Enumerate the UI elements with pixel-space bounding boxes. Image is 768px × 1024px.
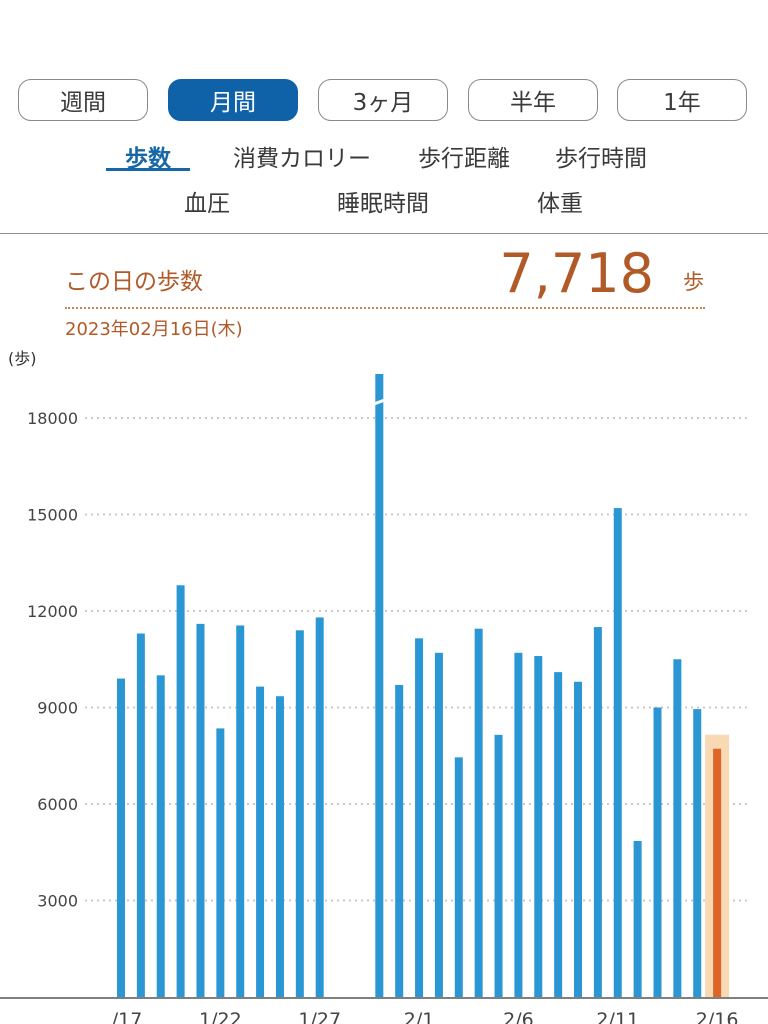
bar-1/20 bbox=[176, 585, 185, 997]
bar-2/11 bbox=[613, 508, 622, 997]
bar-2/2 bbox=[434, 652, 443, 997]
bar-2/1 bbox=[415, 638, 424, 997]
bar-2/7 bbox=[534, 656, 543, 997]
bar-2/16 bbox=[713, 748, 722, 997]
bar-2/13 bbox=[653, 707, 662, 997]
bar-1/27 bbox=[315, 617, 324, 997]
steps-bar-chart[interactable]: (歩) 3000 6000 9000 12000 15000 18000/17 1/22 1/2… bbox=[0, 340, 768, 1024]
bar-1/30 bbox=[375, 374, 384, 997]
x-tick-label: 2/11 bbox=[596, 1009, 639, 1024]
bar-2/3 bbox=[454, 757, 463, 997]
bar-2/4 bbox=[474, 628, 483, 997]
metric-tab-calories[interactable]: 消費カロリー bbox=[233, 146, 371, 172]
y-tick-label: 3000 bbox=[37, 892, 78, 911]
active-tab-indicator bbox=[106, 168, 190, 171]
bar-2/5 bbox=[494, 734, 503, 997]
bar-2/6 bbox=[514, 652, 523, 997]
bar-1/31 bbox=[395, 684, 404, 997]
y-tick-label: 6000 bbox=[37, 795, 78, 814]
bar-1/17 bbox=[117, 678, 125, 997]
y-tick-label: 15000 bbox=[27, 506, 78, 525]
bar-1/19 bbox=[156, 675, 165, 997]
x-tick-label: 2/16 bbox=[696, 1009, 739, 1024]
bar-1/23 bbox=[236, 625, 245, 997]
metric-tab-blood-pressure[interactable]: 血圧 bbox=[184, 191, 230, 217]
period-selector: 週間 月間 3ヶ月 半年 1年 bbox=[18, 79, 750, 125]
period-tab-week[interactable]: 週間 bbox=[18, 79, 148, 121]
bar-2/8 bbox=[554, 672, 563, 997]
y-tick-label: 12000 bbox=[27, 602, 78, 621]
y-tick-label: 9000 bbox=[37, 699, 78, 718]
x-tick-label: 2/1 bbox=[404, 1009, 435, 1024]
bar-2/10 bbox=[593, 627, 602, 997]
metric-tab-walk-distance[interactable]: 歩行距離 bbox=[418, 146, 510, 172]
period-tab-3-months[interactable]: 3ヶ月 bbox=[318, 79, 448, 121]
axis-break-mark bbox=[370, 397, 388, 407]
bar-2/9 bbox=[574, 681, 583, 997]
bar-2/14 bbox=[673, 659, 682, 997]
metric-tab-steps[interactable]: 歩数 bbox=[125, 146, 171, 172]
day-steps-value: 7,718 bbox=[499, 242, 654, 305]
x-tick-label: 1/27 bbox=[298, 1009, 341, 1024]
x-tick-label: 1/22 bbox=[199, 1009, 242, 1024]
bar-1/22 bbox=[216, 728, 225, 997]
x-tick-label: 2/6 bbox=[503, 1009, 534, 1024]
bar-2/12 bbox=[633, 840, 642, 997]
metric-tab-weight[interactable]: 体重 bbox=[537, 191, 583, 217]
x-tick-label: /17 bbox=[112, 1009, 143, 1024]
bar-1/26 bbox=[295, 630, 304, 997]
day-summary-label: この日の歩数 bbox=[65, 269, 203, 295]
y-tick-label: 18000 bbox=[27, 409, 78, 428]
bar-2/15 bbox=[693, 709, 702, 997]
period-tab-year[interactable]: 1年 bbox=[617, 79, 747, 121]
section-divider bbox=[0, 233, 768, 234]
day-steps-unit: 歩 bbox=[683, 270, 704, 294]
bar-1/25 bbox=[275, 696, 284, 997]
metric-tab-sleep-time[interactable]: 睡眠時間 bbox=[337, 191, 429, 217]
summary-dotted-line bbox=[65, 307, 705, 309]
bar-1/24 bbox=[256, 686, 265, 997]
bar-1/18 bbox=[136, 633, 145, 997]
summary-date: 2023年02月16日(木) bbox=[65, 319, 243, 340]
bar-1/21 bbox=[196, 623, 205, 997]
period-tab-month[interactable]: 月間 bbox=[168, 79, 298, 121]
metric-tab-walk-time[interactable]: 歩行時間 bbox=[555, 146, 647, 172]
period-tab-half-year[interactable]: 半年 bbox=[468, 79, 598, 121]
y-axis-label: (歩) bbox=[8, 349, 37, 368]
